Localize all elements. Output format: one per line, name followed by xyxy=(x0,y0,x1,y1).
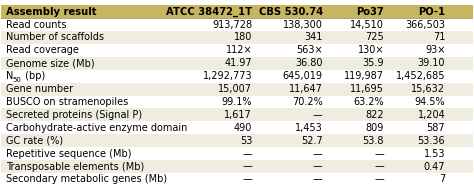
Text: 1,617: 1,617 xyxy=(224,110,252,120)
Text: Carbohydrate-active enzyme domain: Carbohydrate-active enzyme domain xyxy=(6,123,188,133)
Text: —: — xyxy=(374,162,384,171)
Bar xyxy=(1,44,473,57)
Text: 7: 7 xyxy=(439,174,445,184)
Text: —: — xyxy=(242,174,252,184)
Text: 587: 587 xyxy=(427,123,445,133)
Text: Number of scaffolds: Number of scaffolds xyxy=(6,32,104,42)
Bar xyxy=(1,31,473,44)
Text: 180: 180 xyxy=(234,32,252,42)
Text: 112×: 112× xyxy=(226,45,252,55)
Text: 53: 53 xyxy=(240,136,252,146)
Text: 1,452,685: 1,452,685 xyxy=(396,71,445,81)
Text: 1.53: 1.53 xyxy=(424,149,445,159)
Text: Repetitive sequence (Mb): Repetitive sequence (Mb) xyxy=(6,149,132,159)
Text: —: — xyxy=(313,110,323,120)
Text: 11,695: 11,695 xyxy=(350,84,384,94)
Text: 36.80: 36.80 xyxy=(295,58,323,68)
Text: 130×: 130× xyxy=(357,45,384,55)
Text: GC rate (%): GC rate (%) xyxy=(6,136,63,146)
Text: —: — xyxy=(242,149,252,159)
Text: Secondary metabolic genes (Mb): Secondary metabolic genes (Mb) xyxy=(6,174,167,184)
Text: Genome size (Mb): Genome size (Mb) xyxy=(6,58,95,68)
Bar xyxy=(1,18,473,31)
Text: Secreted proteins (Signal P): Secreted proteins (Signal P) xyxy=(6,110,142,120)
Text: 35.9: 35.9 xyxy=(363,58,384,68)
Text: —: — xyxy=(313,149,323,159)
Bar xyxy=(1,173,473,186)
Text: 53.36: 53.36 xyxy=(418,136,445,146)
Text: —: — xyxy=(374,149,384,159)
Text: 913,728: 913,728 xyxy=(212,20,252,29)
Bar xyxy=(1,160,473,173)
Text: 50: 50 xyxy=(12,77,21,83)
Text: Assembly result: Assembly result xyxy=(6,7,97,17)
Text: 39.10: 39.10 xyxy=(418,58,445,68)
Bar xyxy=(1,83,473,96)
Bar xyxy=(1,134,473,147)
Text: 1,204: 1,204 xyxy=(418,110,445,120)
Text: —: — xyxy=(374,174,384,184)
Text: 99.1%: 99.1% xyxy=(221,97,252,107)
Text: 1,292,773: 1,292,773 xyxy=(202,71,252,81)
Text: 563×: 563× xyxy=(296,45,323,55)
Text: 809: 809 xyxy=(365,123,384,133)
Text: 53.8: 53.8 xyxy=(363,136,384,146)
Text: 94.5%: 94.5% xyxy=(415,97,445,107)
Bar xyxy=(1,96,473,108)
Text: 138,300: 138,300 xyxy=(283,20,323,29)
Text: 41.97: 41.97 xyxy=(225,58,252,68)
Text: 52.7: 52.7 xyxy=(301,136,323,146)
Bar xyxy=(1,5,473,18)
Text: 490: 490 xyxy=(234,123,252,133)
Text: 70.2%: 70.2% xyxy=(292,97,323,107)
Bar xyxy=(1,121,473,134)
Text: BUSCO on stramenopiles: BUSCO on stramenopiles xyxy=(6,97,128,107)
Text: 15,632: 15,632 xyxy=(411,84,445,94)
Text: 63.2%: 63.2% xyxy=(354,97,384,107)
Text: Gene number: Gene number xyxy=(6,84,73,94)
Text: Read counts: Read counts xyxy=(6,20,67,29)
Text: Transposable elements (Mb): Transposable elements (Mb) xyxy=(6,162,145,171)
Text: 93×: 93× xyxy=(425,45,445,55)
Text: 0.47: 0.47 xyxy=(424,162,445,171)
Bar xyxy=(1,147,473,160)
Bar xyxy=(1,57,473,70)
Text: 71: 71 xyxy=(433,32,445,42)
Text: (bp): (bp) xyxy=(22,71,46,81)
Text: 341: 341 xyxy=(304,32,323,42)
Text: —: — xyxy=(242,162,252,171)
Text: —: — xyxy=(313,174,323,184)
Text: 366,503: 366,503 xyxy=(405,20,445,29)
Bar xyxy=(1,108,473,121)
Text: 1,453: 1,453 xyxy=(295,123,323,133)
Text: ATCC 38472_1T: ATCC 38472_1T xyxy=(166,7,252,17)
Text: 14,510: 14,510 xyxy=(350,20,384,29)
Text: PO-1: PO-1 xyxy=(418,7,445,17)
Text: 725: 725 xyxy=(365,32,384,42)
Text: Read coverage: Read coverage xyxy=(6,45,79,55)
Text: 11,647: 11,647 xyxy=(289,84,323,94)
Text: CBS 530.74: CBS 530.74 xyxy=(258,7,323,17)
Bar xyxy=(1,18,473,19)
Text: —: — xyxy=(313,162,323,171)
Text: 119,987: 119,987 xyxy=(344,71,384,81)
Text: N: N xyxy=(6,71,13,81)
Bar xyxy=(1,70,473,83)
Text: 645,019: 645,019 xyxy=(283,71,323,81)
Text: 15,007: 15,007 xyxy=(218,84,252,94)
Text: 822: 822 xyxy=(365,110,384,120)
Text: Po37: Po37 xyxy=(356,7,384,17)
